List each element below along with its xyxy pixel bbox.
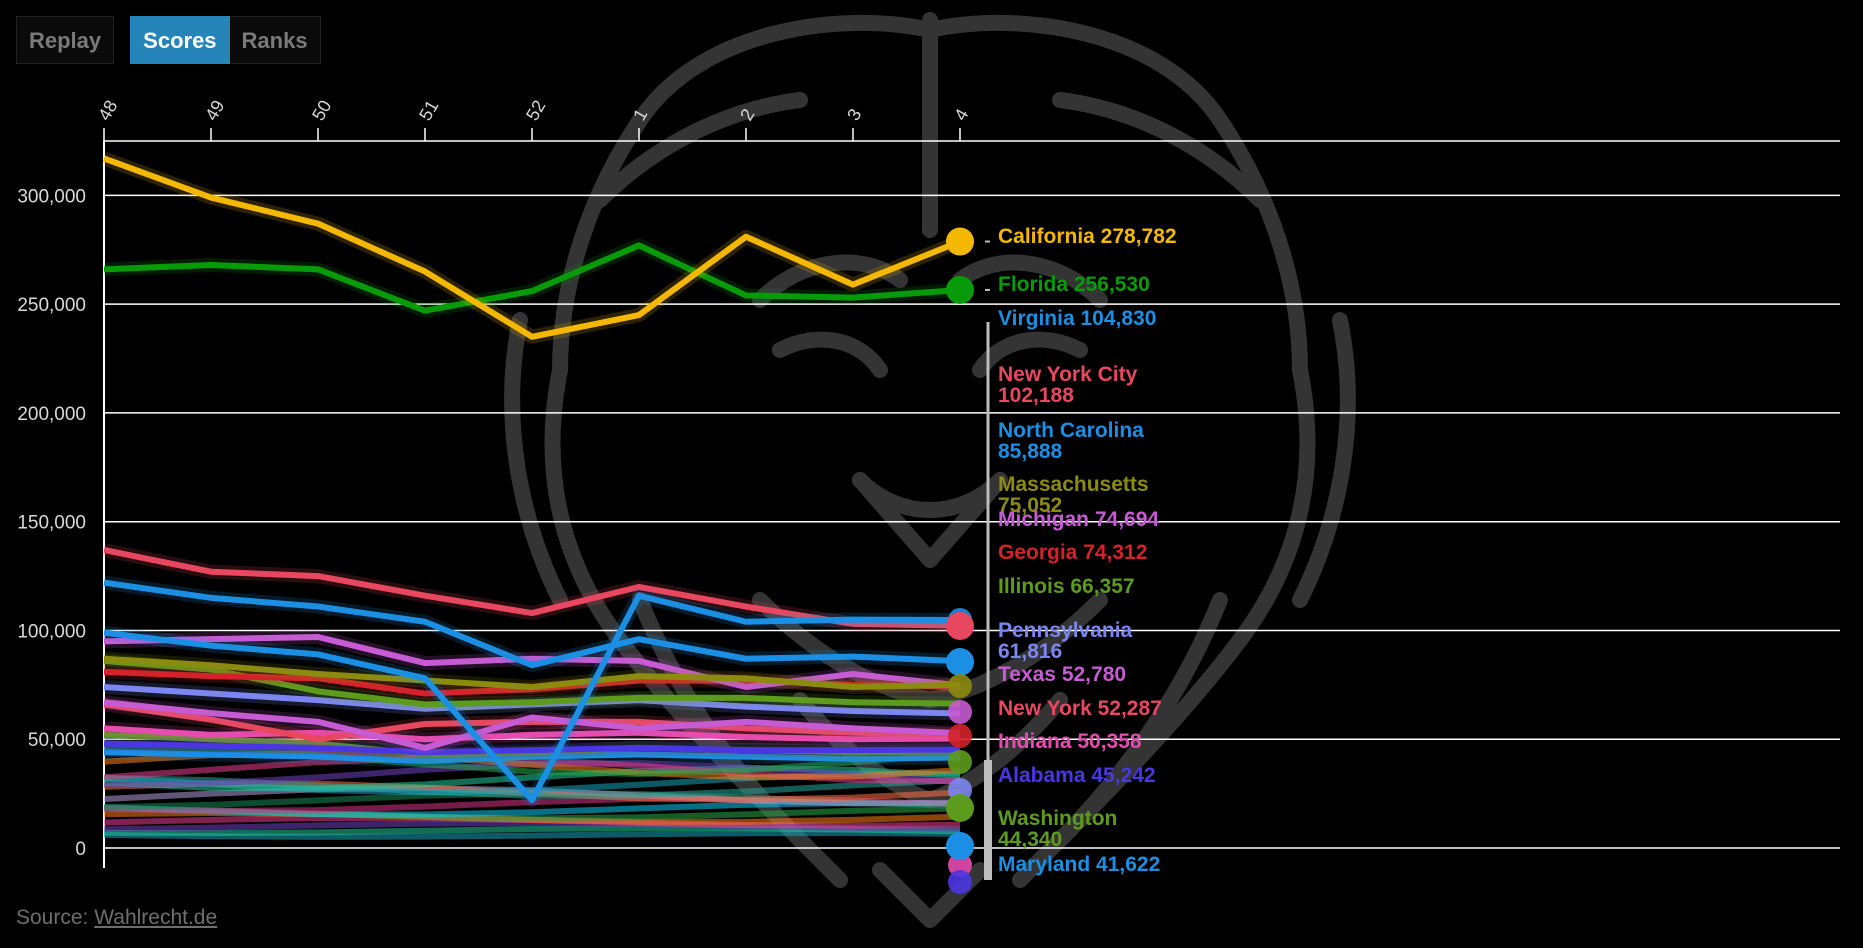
series-end-marker[interactable] xyxy=(948,870,972,894)
series-line[interactable] xyxy=(103,701,961,743)
y-tick-label: 200,000 xyxy=(17,404,86,425)
x-tick-label: 3 xyxy=(843,105,865,124)
source-note: Source: Wahlrecht.de xyxy=(16,906,217,930)
replay-button[interactable]: Replay xyxy=(16,16,115,64)
series-end-label: Indiana 50,358 xyxy=(998,730,1142,753)
series-line[interactable] xyxy=(103,725,961,743)
background-series-line xyxy=(103,745,961,777)
series-end-marker[interactable] xyxy=(946,275,974,304)
x-tick-label: 4 xyxy=(950,105,972,124)
series-end-marker[interactable] xyxy=(946,612,974,640)
series-end-label: Alabama 45,242 xyxy=(998,764,1156,787)
series-end-marker[interactable] xyxy=(946,794,974,822)
x-tick-label: 48 xyxy=(94,97,121,124)
series-end-marker[interactable] xyxy=(946,227,974,256)
x-tick-label: 52 xyxy=(522,97,549,124)
series-end-marker[interactable] xyxy=(946,832,974,860)
series-end-marker[interactable] xyxy=(948,700,972,724)
source-link[interactable]: Wahlrecht.de xyxy=(94,906,218,929)
scores-tab[interactable]: Scores xyxy=(130,16,230,64)
x-tick-label: 49 xyxy=(201,97,228,124)
series-end-marker[interactable] xyxy=(948,853,972,877)
ranks-tab[interactable]: Ranks xyxy=(229,16,321,64)
series-end-label: Massachusetts 75,052 xyxy=(998,473,1149,517)
y-tick-label: 100,000 xyxy=(17,621,86,642)
series-end-marker[interactable] xyxy=(948,750,972,774)
series-end-label: New York City 102,188 xyxy=(998,363,1138,407)
series-line[interactable] xyxy=(102,155,962,340)
series-end-label: Pennsylvania 61,816 xyxy=(998,619,1133,663)
series-line[interactable] xyxy=(103,579,961,669)
y-tick-label: 50,000 xyxy=(28,730,86,751)
series-line[interactable] xyxy=(103,699,961,751)
series-line[interactable] xyxy=(103,740,961,756)
series-end-label: Maryland 41,622 xyxy=(998,853,1160,876)
series-end-label: New York 52,287 xyxy=(998,697,1162,720)
series-line[interactable] xyxy=(103,749,961,764)
series-end-label: Washington 44,340 xyxy=(998,807,1117,851)
series-line[interactable] xyxy=(103,592,961,804)
series-end-label: Michigan 74,694 xyxy=(998,508,1159,531)
series-end-label: Florida 256,530 xyxy=(998,273,1150,296)
series-end-label: North Carolina 85,888 xyxy=(998,419,1144,463)
y-tick-label: 300,000 xyxy=(17,186,86,207)
series-line-glow xyxy=(101,151,963,344)
series-end-marker[interactable] xyxy=(948,724,972,748)
series-end-label: Virginia 104,830 xyxy=(998,307,1156,330)
y-tick-label: 150,000 xyxy=(17,513,86,534)
background-series-line xyxy=(103,830,961,840)
series-line[interactable] xyxy=(103,242,961,314)
series-line[interactable] xyxy=(103,633,961,691)
series-end-label: California 278,782 xyxy=(998,225,1177,248)
y-tick-label: 250,000 xyxy=(17,295,86,316)
toolbar: Replay Scores Ranks xyxy=(16,16,321,64)
x-tick-label: 51 xyxy=(415,97,442,124)
series-end-marker[interactable] xyxy=(948,674,972,698)
series-end-label: Texas 52,780 xyxy=(998,663,1126,686)
label-bracket-dense xyxy=(984,760,992,880)
series-end-label: Georgia 74,312 xyxy=(998,541,1147,564)
source-prefix: Source: xyxy=(16,906,95,929)
series-end-marker[interactable] xyxy=(946,648,974,676)
x-tick-label: 50 xyxy=(308,97,335,124)
y-tick-label: 0 xyxy=(75,839,86,860)
series-end-label: Illinois 66,357 xyxy=(998,575,1135,598)
series-line[interactable] xyxy=(103,655,961,691)
